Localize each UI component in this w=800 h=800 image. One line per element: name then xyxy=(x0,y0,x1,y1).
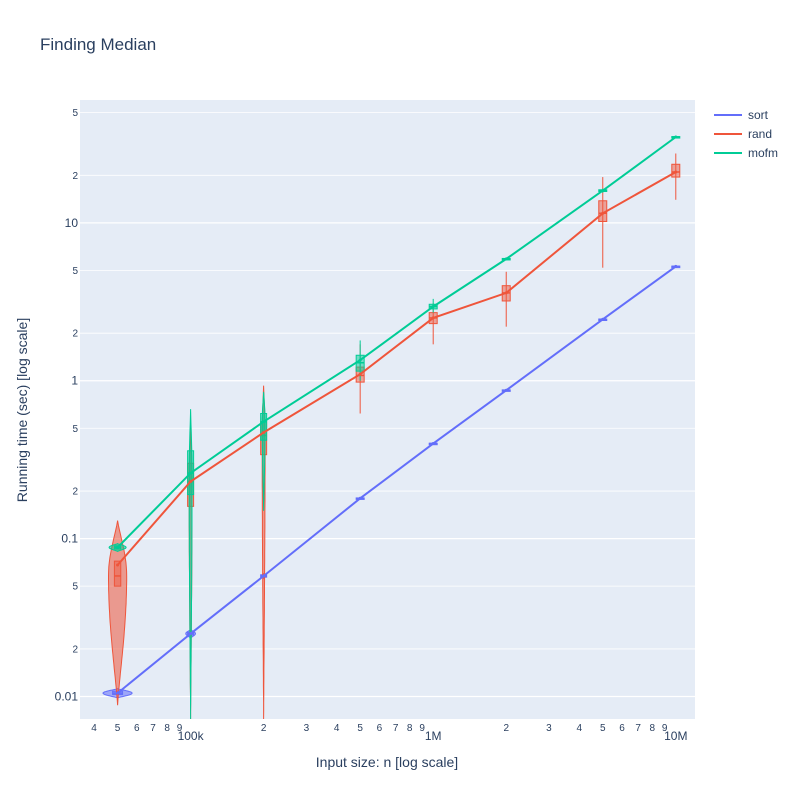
y-axis-title: Running time (sec) [log scale] xyxy=(14,318,30,502)
sort-point xyxy=(116,691,120,695)
x-minor-tick-label: 6 xyxy=(377,723,383,734)
legend-item-rand[interactable]: rand xyxy=(714,127,772,141)
mofm-point xyxy=(189,471,193,475)
x-minor-tick-label: 5 xyxy=(600,723,606,734)
x-minor-tick-label: 5 xyxy=(357,723,363,734)
x-minor-tick-label: 7 xyxy=(150,723,156,734)
mofm-point xyxy=(262,420,266,424)
x-minor-tick-label: 7 xyxy=(393,723,399,734)
rand-point xyxy=(358,372,362,376)
legend-label: mofm xyxy=(748,146,778,160)
x-minor-tick-label: 6 xyxy=(619,723,625,734)
mofm-point xyxy=(431,305,435,309)
rand-point xyxy=(504,291,508,295)
violin-shape xyxy=(108,520,128,706)
x-minor-tick-label: 8 xyxy=(407,723,413,734)
mofm-point xyxy=(358,358,362,362)
x-minor-tick-label: 6 xyxy=(134,723,140,734)
series-lines xyxy=(116,135,678,695)
x-minor-tick-label: 2 xyxy=(261,723,267,734)
y-minor-tick-label: 5 xyxy=(72,582,78,593)
rand-point xyxy=(601,211,605,215)
x-minor-tick-label: 3 xyxy=(304,723,310,734)
legend-label: rand xyxy=(748,127,772,141)
sort-point xyxy=(601,317,605,321)
legend-item-sort[interactable]: sort xyxy=(714,108,769,122)
sort-point xyxy=(674,264,678,268)
rand-point xyxy=(116,563,120,567)
sort-point xyxy=(504,388,508,392)
x-minor-tick-label: 4 xyxy=(91,723,97,734)
legend-item-mofm[interactable]: mofm xyxy=(714,146,778,160)
sort-point xyxy=(262,574,266,578)
y-tick-label: 0.1 xyxy=(61,532,78,546)
rand-point xyxy=(674,170,678,174)
x-minor-tick-label: 4 xyxy=(576,723,582,734)
x-minor-tick-label: 3 xyxy=(546,723,552,734)
mofm-point xyxy=(674,135,678,139)
violin-inner-box xyxy=(113,560,122,587)
y-minor-tick-label: 2 xyxy=(72,644,78,655)
legend[interactable]: sort rand mofm xyxy=(714,108,778,160)
y-minor-tick-label: 2 xyxy=(72,171,78,182)
chart-title: Finding Median xyxy=(40,35,156,54)
x-minor-tick-label: 9 xyxy=(419,723,425,734)
mofm-point xyxy=(504,257,508,261)
violin-inner-box xyxy=(260,413,268,441)
x-axis-title: Input size: n [log scale] xyxy=(316,754,458,770)
x-minor-tick-label: 8 xyxy=(650,723,656,734)
y-axis-ticks: 0.01 0.1 1 10 2 5 2 5 2 5 2 5 xyxy=(55,108,79,703)
x-minor-tick-label: 9 xyxy=(662,723,668,734)
x-minor-tick-label: 8 xyxy=(164,723,170,734)
y-minor-tick-label: 5 xyxy=(72,424,78,435)
legend-label: sort xyxy=(748,108,769,122)
x-minor-tick-label: 2 xyxy=(503,723,509,734)
rand-violin xyxy=(108,520,128,706)
y-tick-label: 0.01 xyxy=(55,689,79,703)
x-tick-label: 10M xyxy=(664,729,687,743)
rand-point xyxy=(189,479,193,483)
x-tick-label: 1M xyxy=(425,729,442,743)
violin-shape xyxy=(188,409,193,719)
sort-point xyxy=(358,496,362,500)
y-minor-tick-label: 2 xyxy=(72,487,78,498)
x-minor-tick-label: 7 xyxy=(635,723,641,734)
x-minor-tick-label: 5 xyxy=(115,723,121,734)
sort-line xyxy=(116,265,677,694)
mofm-point xyxy=(116,545,120,549)
y-minor-tick-label: 5 xyxy=(72,108,78,119)
rand-line xyxy=(116,171,677,566)
y-minor-tick-label: 5 xyxy=(72,266,78,277)
plot-area xyxy=(80,100,695,719)
y-tick-label: 1 xyxy=(71,374,78,388)
rand-point xyxy=(431,316,435,320)
x-tick-label: 100k xyxy=(178,729,205,743)
mofm-line xyxy=(116,136,677,549)
y-minor-tick-label: 2 xyxy=(72,329,78,340)
x-minor-tick-label: 4 xyxy=(334,723,340,734)
mofm-point xyxy=(601,189,605,193)
rand-point xyxy=(262,430,266,434)
sort-point xyxy=(431,442,435,446)
x-minor-tick-label: 9 xyxy=(177,723,183,734)
y-tick-label: 10 xyxy=(65,216,79,230)
sort-point xyxy=(189,632,193,636)
